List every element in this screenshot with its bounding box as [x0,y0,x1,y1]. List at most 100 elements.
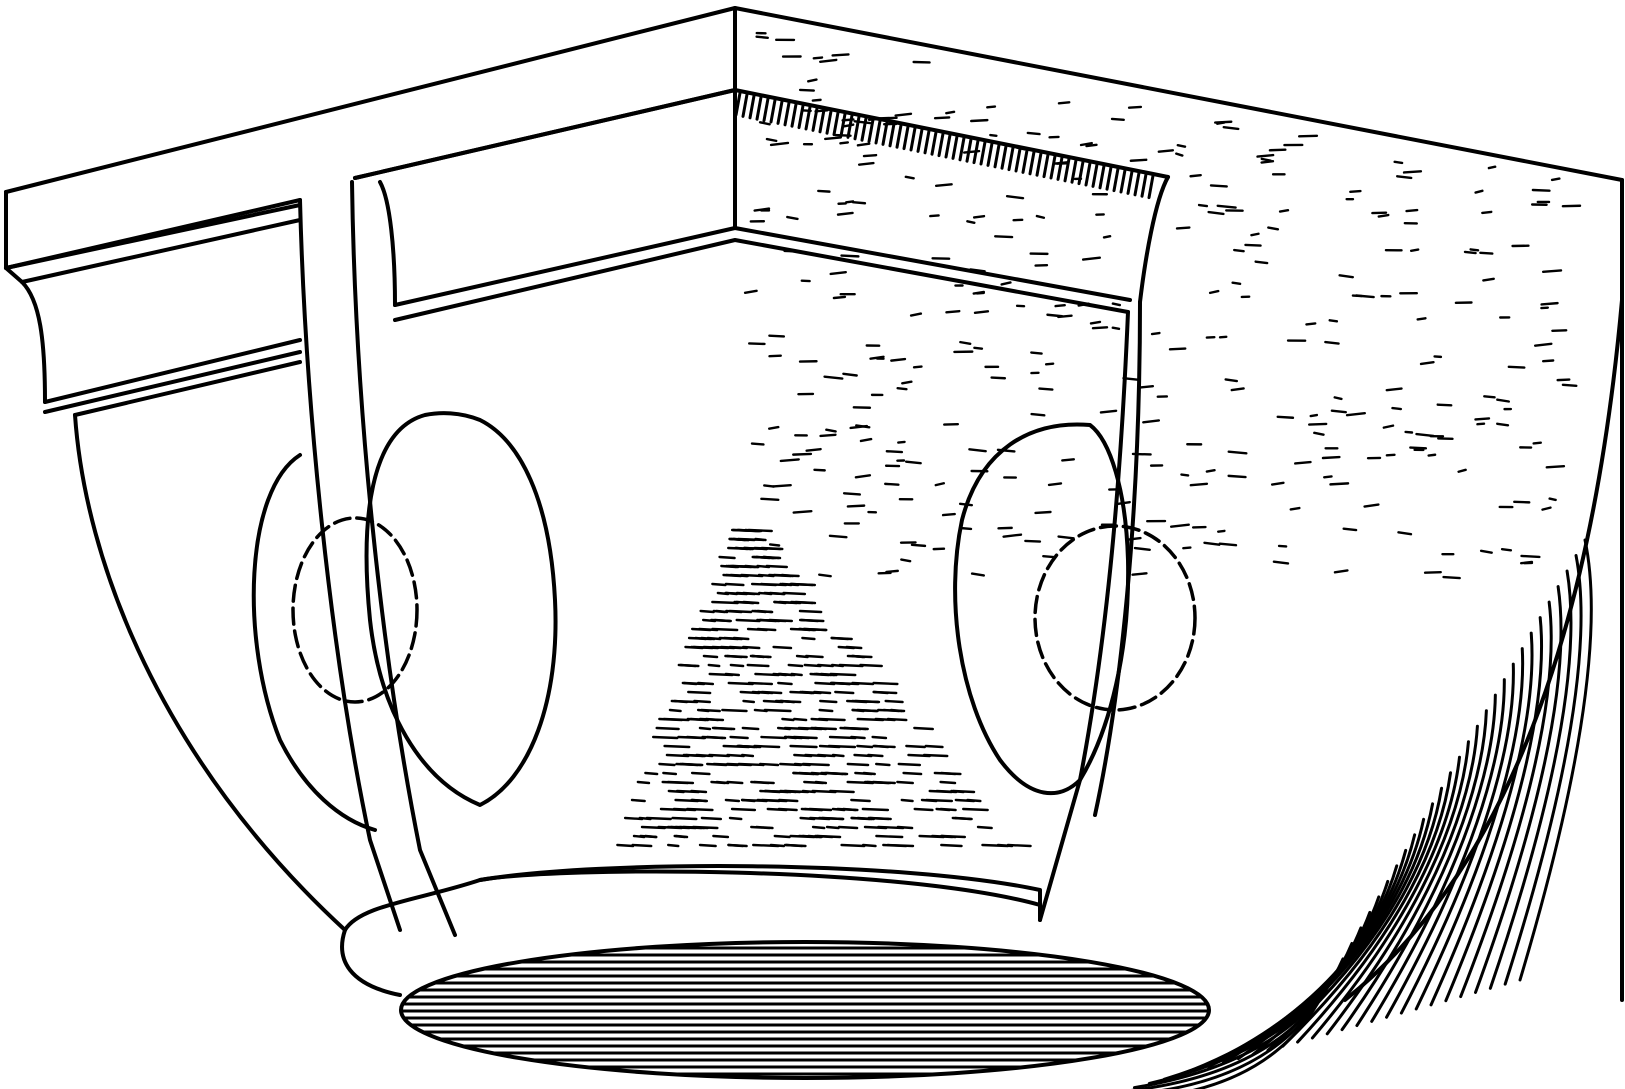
center-shade-dash [725,591,738,596]
stipple-dash [994,235,1014,239]
stipple-dash [1382,424,1395,429]
stipple-dash [1127,105,1143,109]
center-shade-dash [760,690,783,695]
center-shade-dash [803,780,825,785]
stipple-dash [1476,422,1486,426]
moulding-hatch-line [874,119,882,145]
center-shade-dash [781,717,795,722]
stipple-dash [1089,320,1102,325]
stipple-dash [1342,527,1358,532]
stipple-dash [846,504,866,508]
stipple-dash [743,289,758,295]
stipple-dash [1309,413,1319,418]
stipple-dash [818,573,832,578]
moulding-hatch-line [1091,162,1099,188]
center-shade-dash [837,645,856,650]
center-shade-dash [819,699,838,704]
side-hatch-stroke [1162,910,1372,1081]
stipple-dash [890,357,907,362]
stipple-dash [986,105,997,109]
neck-ring [340,864,1042,997]
stipple-shading [743,31,1582,580]
moulding-hatch-line [1007,146,1015,172]
moulding-hatch-line [895,123,903,149]
center-shade-dash [867,816,890,821]
center-shade-dash [674,825,703,830]
stipple-dash [945,110,956,115]
stipple-dash [970,572,986,577]
center-shade-dash [751,654,770,659]
center-shade-dash [677,735,706,740]
stipple-dash [1175,226,1191,230]
stipple-dash [1323,475,1333,479]
center-shade-dash [690,789,708,794]
center-shade-dash [792,771,815,776]
stipple-dash [959,340,972,345]
center-shade-dash [755,555,775,560]
center-shade-dash [655,726,680,731]
stipple-dash [1442,575,1461,580]
stipple-dash [786,215,799,221]
center-shade-dash [631,843,653,848]
stipple-dash [1294,460,1312,465]
stipple-dash [779,458,800,463]
side-hatch-stroke [1192,879,1390,1073]
center-shade-dash [645,816,672,821]
center-shade-dash [764,789,790,794]
center-shade-dash [882,708,901,713]
center-shade-dash [856,708,878,713]
stipple-dash [934,183,953,187]
stipple-dash [1047,482,1063,487]
stipple-dash [878,116,898,120]
stipple-dash [1231,281,1242,286]
center-shade-dash [873,744,890,749]
center-shade-dash [935,807,951,812]
side-hatching [1130,538,1593,1089]
stipple-dash [1305,322,1317,326]
center-shade-dash [846,762,870,767]
stipple-dash [755,35,769,40]
center-shade-dash [760,735,788,740]
center-shade-dash [851,654,865,659]
stipple-dash [1079,141,1093,147]
center-shade-dash [768,573,793,578]
center-shade-dash [740,798,756,803]
center-shade-dash [834,690,855,695]
center-shade-dash [861,807,890,812]
moulding-hatch-line [783,101,791,127]
center-shade-dash [840,843,866,848]
center-shade-dash [724,654,748,659]
moulding-hatch-line [1035,151,1043,177]
stipple-dash [934,482,945,487]
stipple-dash [1297,134,1319,138]
center-shade-dash [790,582,814,587]
moulding-hatch-line [951,134,959,160]
moulding-hatch-line [825,109,833,135]
center-shade-dash [789,744,818,749]
center-shade-dash [896,825,914,830]
center-shade-dash [753,744,781,749]
stipple-dash [1102,234,1112,239]
stipple-dash [831,53,850,57]
center-shade-dash [663,744,691,749]
stipple-dash [1111,326,1121,331]
stipple-dash [1122,376,1141,382]
moulding-hatch-line [944,133,952,159]
stipple-dash [1085,143,1098,148]
moulding-hatch-line [916,127,924,153]
stipple-dash [862,153,878,158]
moulding-hatch-line [1056,155,1064,181]
stipple-dash [1481,210,1493,215]
center-shade-dash [667,789,685,794]
center-shade-dash [737,744,758,749]
stipple-dash [867,117,879,121]
moulding-hatch-line [1070,158,1078,184]
center-shade-dash [756,609,773,614]
stipple-dash [1233,248,1245,253]
stipple-dash [972,214,986,219]
center-shade-dash [702,654,719,659]
stipple-dash [1419,361,1435,366]
side-hatch-stroke [1503,554,1583,986]
center-shade-dash [825,825,840,830]
